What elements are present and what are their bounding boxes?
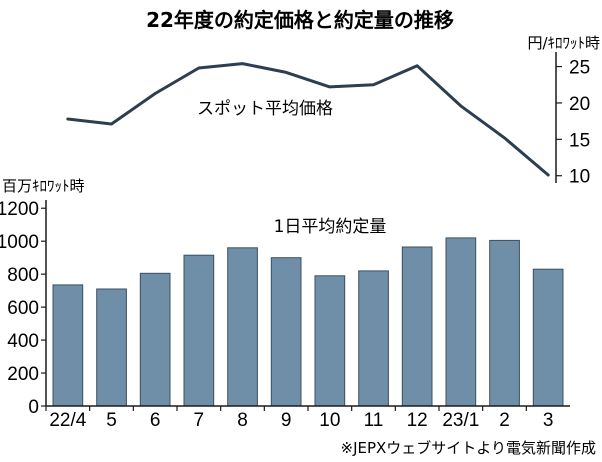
volume-bar [532,268,564,407]
volume-bar-chart: 百万ｷﾛﾜｯﾄ時 0 200 400 600 800 1000 1200 1日平均約定量 2… [0,177,570,431]
price-tick-label: 25 [569,58,590,79]
volume-bars [52,237,564,407]
volume-bar [139,272,171,407]
price-axis-ticks: 10 15 20 25 [556,58,590,188]
volume-bar [227,247,258,407]
x-tick-label: 10 [319,410,340,431]
volume-axis-unit: 百万ｷﾛﾜｯﾄ時 [2,177,85,195]
volume-tick-label: 0 [28,397,39,418]
source-note: ※JEPXウェブサイトより電気新聞作成 [341,439,597,457]
price-line [66,62,550,177]
volume-tick-label: 1000 [0,232,39,253]
x-tick-label: 22/4 [49,410,86,431]
x-tick-label: 3 [543,410,554,431]
volume-bar [183,254,215,407]
x-tick-label: 7 [194,410,205,431]
volume-bar [270,257,302,407]
x-axis-labels: 22/4 5 6 7 8 9 10 11 12 23/1 2 3 [45,406,554,431]
price-line-series [66,62,550,177]
x-tick-label: 2 [499,410,510,431]
volume-tick-label: 1200 [0,199,39,220]
price-axis-unit: 円/ｷﾛﾜｯﾄ時 [527,34,600,52]
volume-tick-label: 600 [7,298,39,319]
volume-tick-label: 200 [7,364,39,385]
price-tick-label: 10 [569,167,590,188]
volume-bar [52,284,84,407]
x-tick-label: 23/1 [442,410,479,431]
volume-bar [96,288,127,407]
chart-title: 22年度の約定価格と約定量の推移 [146,8,454,32]
volume-bar [358,270,389,407]
price-line-chart: 円/ｷﾛﾜｯﾄ時 10 15 20 25 スポット平均価格 [66,34,600,188]
volume-tick-label: 800 [7,265,39,286]
x-tick-label: 5 [106,410,117,431]
x-tick-label: 11 [364,410,384,431]
x-tick-label: 6 [150,410,161,431]
volume-axis-ticks: 0 200 400 600 800 1000 1200 [0,199,46,418]
volume-tick-label: 400 [7,331,39,352]
price-series-label: スポット平均価格 [197,99,333,119]
x-tick-label: 8 [237,410,248,431]
price-tick-label: 20 [569,94,590,115]
volume-bar [445,237,477,407]
volume-bar [489,239,520,407]
x-tick-label: 9 [281,410,292,431]
x-tick-label: 12 [407,410,428,431]
volume-bar [401,246,433,407]
volume-series-label: 1日平均約定量 [274,217,387,237]
volume-bar [314,275,346,407]
price-tick-label: 15 [569,130,590,151]
